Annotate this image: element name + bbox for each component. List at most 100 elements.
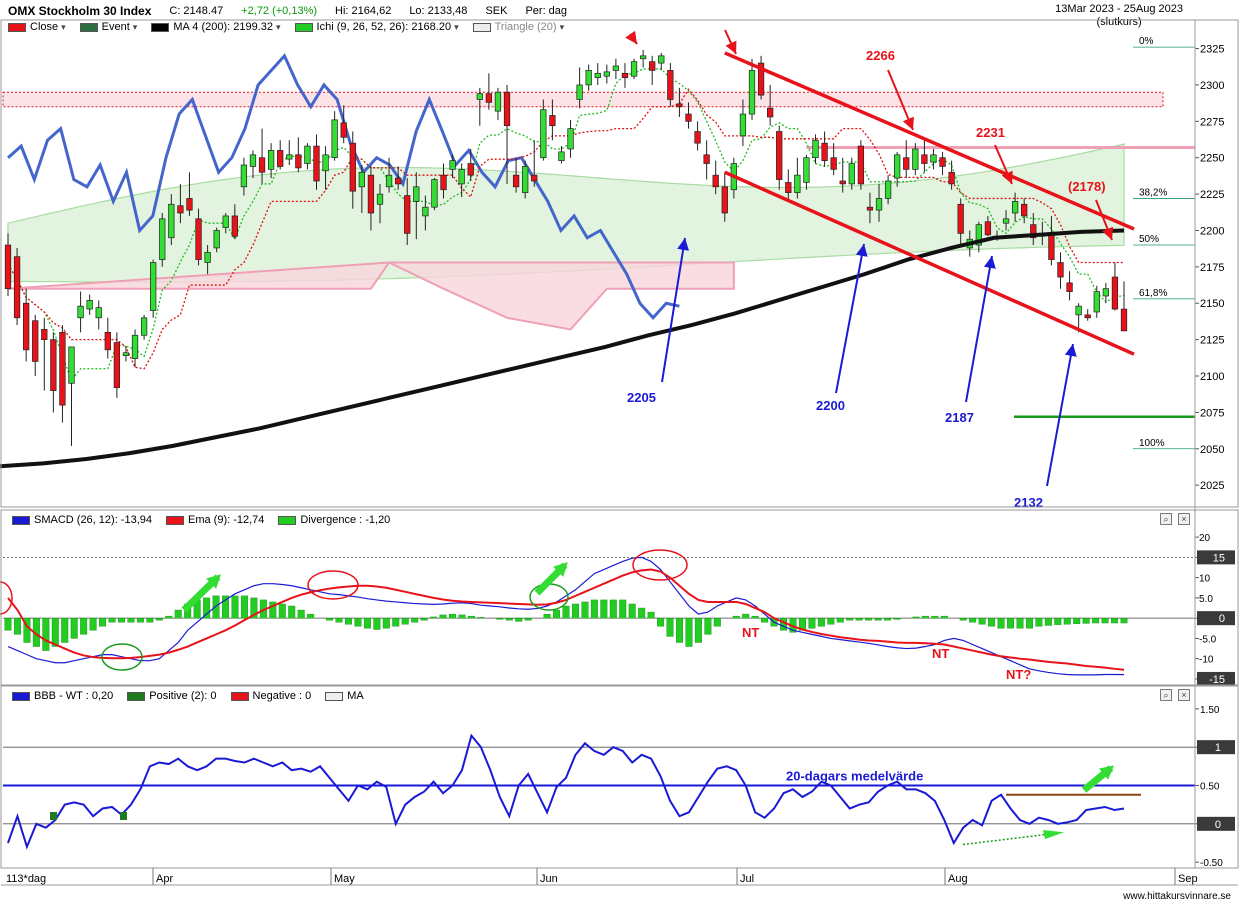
candle [884,180,892,199]
candle [1057,262,1064,278]
divergence-bar [874,617,882,621]
main-legend-item[interactable]: Event ▾ [79,21,138,33]
candle [131,334,139,359]
legend-swatch [166,515,184,525]
divergence-bar [751,615,759,619]
panel-frame [0,509,1239,686]
candle [204,251,211,263]
legend-label: Positive (2): 0 [149,690,217,702]
close-panel-icon[interactable]: × [1178,513,1190,525]
bbb-legend-item[interactable]: Positive (2): 0 [127,690,217,702]
footer-url: www.hittakursvinnare.se [1123,891,1231,902]
divergence-bar [80,617,88,635]
candle [1002,218,1010,224]
legend-label: Negative : 0 [252,690,312,702]
close-panel-icon[interactable]: × [1178,689,1190,701]
y-tick-label: 2225 [1200,189,1224,201]
channel-lower [724,170,1135,356]
candle [1011,201,1019,214]
candle [1048,233,1055,260]
candle [984,221,992,236]
divergence-bar [676,617,683,643]
chevron-down-icon[interactable]: ▾ [454,21,459,32]
candle [494,91,502,112]
candle [894,154,901,179]
x-axis-label: 113*dag [6,873,46,885]
candle [476,93,483,100]
divergence-bar [146,617,154,623]
magnifier-icon[interactable]: ⌕ [1160,689,1172,701]
close-value: C: 2148.47 [169,5,224,17]
divergence-bar [496,617,504,620]
divergence-bar [959,617,967,621]
candle [32,320,39,362]
chevron-down-icon[interactable]: ▾ [132,21,138,32]
candle [222,215,229,228]
chevron-down-icon[interactable]: ▾ [559,21,565,32]
candle [549,115,556,127]
high-value: Hi: 2164,62 [335,5,392,17]
date-range-block: 13Mar 2023 - 25Aug 2023 (slutkurs) [1055,3,1183,29]
chart-header: OMX Stockholm 30 Index C: 2148.47 +2,72 … [8,3,908,35]
candle [975,224,982,246]
bbb-legend-item[interactable]: MA [325,690,364,702]
candle [349,142,356,192]
divergence-bar [401,617,409,625]
chevron-down-icon[interactable]: ▾ [61,21,66,32]
divergence-bar [203,597,211,619]
main-legend-item[interactable]: Close ▾ [8,21,66,33]
y-tick-label: -10 [1199,655,1214,666]
red-arrow [994,144,1013,185]
main-legend-item[interactable]: Triangle (20) ▾ [472,21,565,33]
divergence-bar [590,599,598,619]
macd-legend-item[interactable]: Divergence : -1,20 [278,514,390,526]
candle [875,198,883,211]
divergence-bar [827,617,835,625]
green-arrow-head [1099,765,1115,780]
x-axis-label: Sep [1178,873,1198,885]
y-tick-label: 2325 [1200,44,1224,56]
candle [939,157,946,167]
candle [921,154,928,164]
macd-legend: SMACD (26, 12): -13,94 Ema (9): -12,74 Div… [12,512,390,528]
divergence-bar [884,617,892,621]
ma200-line [0,228,1125,469]
candle [639,55,647,60]
divergence-bar [1111,617,1119,624]
candle [231,215,238,237]
candle [86,299,93,310]
candle [694,131,701,144]
magnifier-icon[interactable]: ⌕ [1160,513,1172,525]
divergence-bar [99,617,107,627]
divergence-bar [212,595,220,619]
divergence-bar [89,617,97,631]
legend-label: Divergence : -1,20 [300,514,391,526]
divergence-bar [297,609,305,619]
change-value: +2,72 (+0,13%) [241,5,318,17]
legend-label: Ichi (9, 26, 52, 26): 2168.20 [316,21,452,33]
candle [413,186,420,202]
y-tick-label: 2150 [1200,298,1224,310]
chevron-down-icon[interactable]: ▾ [276,21,281,32]
main-legend-item[interactable]: Ichi (9, 26, 52, 26): 2168.20 ▾ [294,21,459,33]
main-legend-item[interactable]: MA 4 (200): 2199.32 ▾ [151,21,281,33]
y-tick-label: 0 [1219,613,1225,625]
bbb-legend-item[interactable]: Negative : 0 [230,690,312,702]
blue-level-label: 2187 [945,410,974,425]
macd-legend-item[interactable]: SMACD (26, 12): -13,94 [12,514,152,526]
red-arrow [1095,199,1114,241]
candle [757,62,765,96]
nt-label: NT [932,646,949,661]
blue-level-label: 2200 [816,398,845,413]
legend-swatch [8,22,26,32]
candle [449,160,456,170]
bbb-legend-item[interactable]: BBB - WT : 0,20 [12,690,113,702]
candle [948,171,955,185]
y-tick-label: 1.50 [1200,705,1220,716]
candle [676,103,683,108]
divergence-bar [449,613,456,619]
legend-swatch [151,22,170,32]
macd-legend-item[interactable]: Ema (9): -12,74 [166,514,264,526]
candle [59,332,66,406]
